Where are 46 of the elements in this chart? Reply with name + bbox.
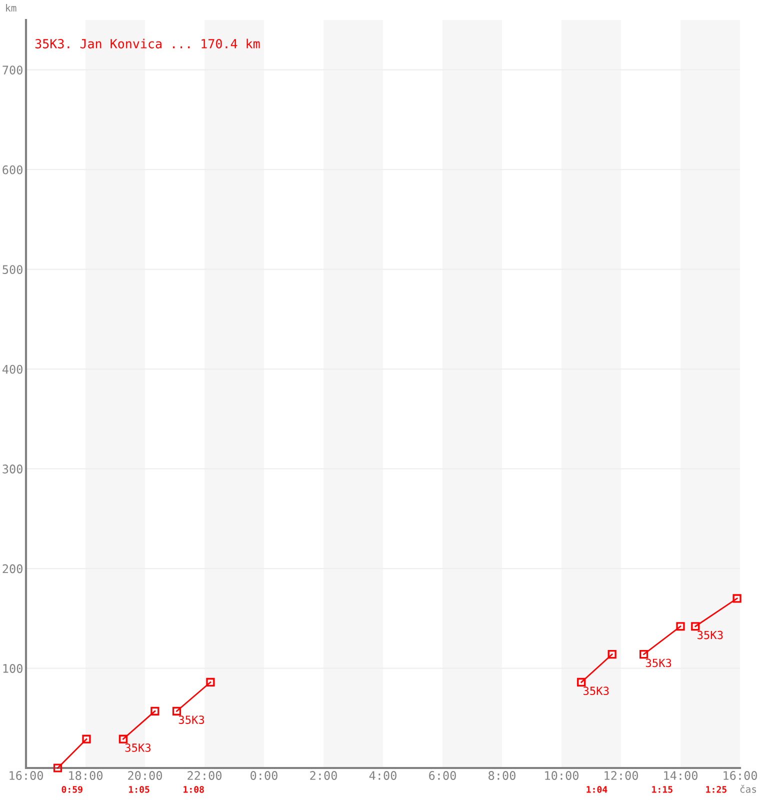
x-tick-label: 6:00: [429, 771, 456, 780]
y-tick-label: 600: [2, 165, 22, 174]
x-tick-label: 10:00: [545, 771, 579, 780]
annotation: 35K3: [178, 716, 204, 724]
text: 35K3. Jan Konvica ... 170.4 km: [35, 38, 260, 48]
annotation: 35K3: [646, 658, 672, 668]
point: [640, 650, 648, 659]
annotation: 35K3: [125, 744, 150, 752]
text: 1:15: [652, 786, 672, 793]
point: [691, 622, 700, 631]
point: [577, 678, 586, 687]
text: 1:04: [586, 786, 608, 793]
x-tick-label: 20:00: [128, 771, 162, 780]
point: [732, 594, 742, 603]
y-tick-label: 700: [2, 66, 22, 75]
annotation: 35K3: [583, 686, 609, 696]
y-tick-label: 300: [2, 464, 22, 474]
x-tick-label: 8:00: [488, 771, 516, 780]
y-tick-label: 200: [2, 564, 22, 574]
point: [150, 706, 160, 716]
annotation: 35K3: [698, 630, 723, 640]
x-tick-label: 4:00: [369, 771, 396, 780]
x-tick-label: 16:00: [10, 771, 44, 780]
point: [172, 706, 182, 716]
point: [608, 650, 616, 659]
point: [53, 764, 62, 772]
x-tick-label: 22:00: [188, 771, 222, 780]
x-axis-title: čas: [740, 784, 756, 793]
text: 1:25: [706, 786, 726, 793]
point: [676, 622, 685, 631]
point: [206, 678, 215, 687]
x-tick-label: 14:00: [664, 771, 698, 780]
point: [118, 734, 128, 744]
y-tick-label: 400: [2, 364, 22, 374]
text: 1:05: [129, 786, 150, 793]
point: [82, 734, 91, 744]
y-tick-label: 100: [3, 664, 22, 673]
text: 0:59: [62, 786, 82, 793]
text: 1:08: [184, 786, 204, 793]
y-axis-title: km: [6, 4, 16, 12]
x-tick-label: 16:00: [724, 771, 758, 780]
x-tick-label: 2:00: [310, 771, 337, 780]
y-tick-label: 500: [2, 265, 22, 274]
x-tick-label: 12:00: [604, 771, 638, 780]
x-tick-label: 0:00: [250, 771, 278, 780]
x-tick-label: 18:00: [69, 771, 103, 780]
